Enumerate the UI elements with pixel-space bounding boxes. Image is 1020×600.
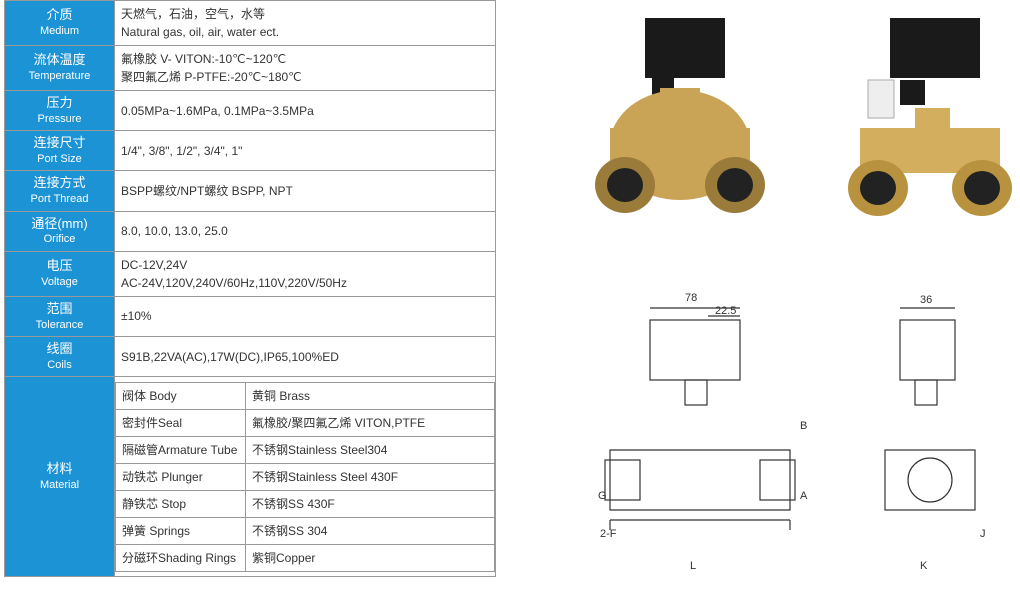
mat-tube-a: 隔磁管Armature Tube	[116, 436, 246, 463]
row-port-size-val: 1/4", 3/8", 1/2", 3/4", 1"	[115, 131, 496, 171]
mat-seal-b: 氟橡胶/聚四氟乙烯 VITON,PTFE	[246, 409, 495, 436]
row-voltage-val: DC-12V,24V AC-24V,120V,240V/60Hz,110V,22…	[115, 251, 496, 296]
dim-B: B	[800, 420, 807, 432]
mat-stop-a: 静铁芯 Stop	[116, 490, 246, 517]
diagram-front	[590, 290, 810, 570]
row-thread-val: BSPP螺纹/NPT螺纹 BSPP, NPT	[115, 171, 496, 211]
mat-plunger-a: 动铁芯 Plunger	[116, 463, 246, 490]
mat-plunger-b: 不锈钢Stainless Steel 430F	[246, 463, 495, 490]
mat-spring-b: 不锈钢SS 304	[246, 517, 495, 544]
dim-G: G	[598, 490, 607, 502]
row-port-size-label: 连接尺寸Port Size	[5, 131, 115, 171]
row-coils-label: 线圈Coils	[5, 336, 115, 376]
spec-table-container: 介质Medium天燃气，石油，空气，水等 Natural gas, oil, a…	[0, 0, 500, 600]
dim-36: 36	[920, 294, 932, 306]
dim-L: L	[690, 560, 696, 572]
row-voltage-label: 电压Voltage	[5, 251, 115, 296]
row-orifice-val: 8.0, 10.0, 13.0, 25.0	[115, 211, 496, 251]
row-thread-label: 连接方式Port Thread	[5, 171, 115, 211]
dim-225: 22.5	[715, 305, 736, 317]
mat-shading-a: 分磁环Shading Rings	[116, 544, 246, 571]
dim-78: 78	[685, 292, 697, 304]
material-subtable: 阀体 Body黄铜 Brass 密封件Seal氟橡胶/聚四氟乙烯 VITON,P…	[115, 377, 496, 577]
dim-2F: 2-F	[600, 528, 617, 540]
mat-spring-a: 弹簧 Springs	[116, 517, 246, 544]
row-material-label: 材料Material	[5, 377, 115, 577]
row-pressure-label: 压力Pressure	[5, 91, 115, 131]
row-orifice-label: 通径(mm)Orifice	[5, 211, 115, 251]
row-pressure-val: 0.05MPa~1.6MPa, 0.1MPa~3.5MPa	[115, 91, 496, 131]
mat-stop-b: 不锈钢SS 430F	[246, 490, 495, 517]
mat-body-a: 阀体 Body	[116, 382, 246, 409]
spec-table: 介质Medium天燃气，石油，空气，水等 Natural gas, oil, a…	[4, 0, 496, 577]
row-tol-val: ±10%	[115, 296, 496, 336]
dim-J: J	[980, 528, 986, 540]
row-temp-val: 氟橡胶 V- VITON:-10℃~120℃ 聚四氟乙烯 P-PTFE:-20℃…	[115, 46, 496, 91]
image-panel: 78 22.5 B A G 2-F L 36 K J	[500, 0, 1020, 600]
product-image-2	[840, 10, 1020, 230]
diagram-side	[870, 290, 990, 570]
mat-shading-b: 紫铜Copper	[246, 544, 495, 571]
row-coils-val: S91B,22VA(AC),17W(DC),IP65,100%ED	[115, 336, 496, 376]
product-image-1	[590, 10, 770, 230]
row-temp-label: 流体温度Temperature	[5, 46, 115, 91]
mat-body-b: 黄铜 Brass	[246, 382, 495, 409]
row-medium-label: 介质Medium	[5, 1, 115, 46]
row-medium-val: 天燃气，石油，空气，水等 Natural gas, oil, air, wate…	[115, 1, 496, 46]
mat-seal-a: 密封件Seal	[116, 409, 246, 436]
dim-K: K	[920, 560, 927, 572]
mat-tube-b: 不锈钢Stainless Steel304	[246, 436, 495, 463]
row-tol-label: 范围Tolerance	[5, 296, 115, 336]
dim-A: A	[800, 490, 807, 502]
